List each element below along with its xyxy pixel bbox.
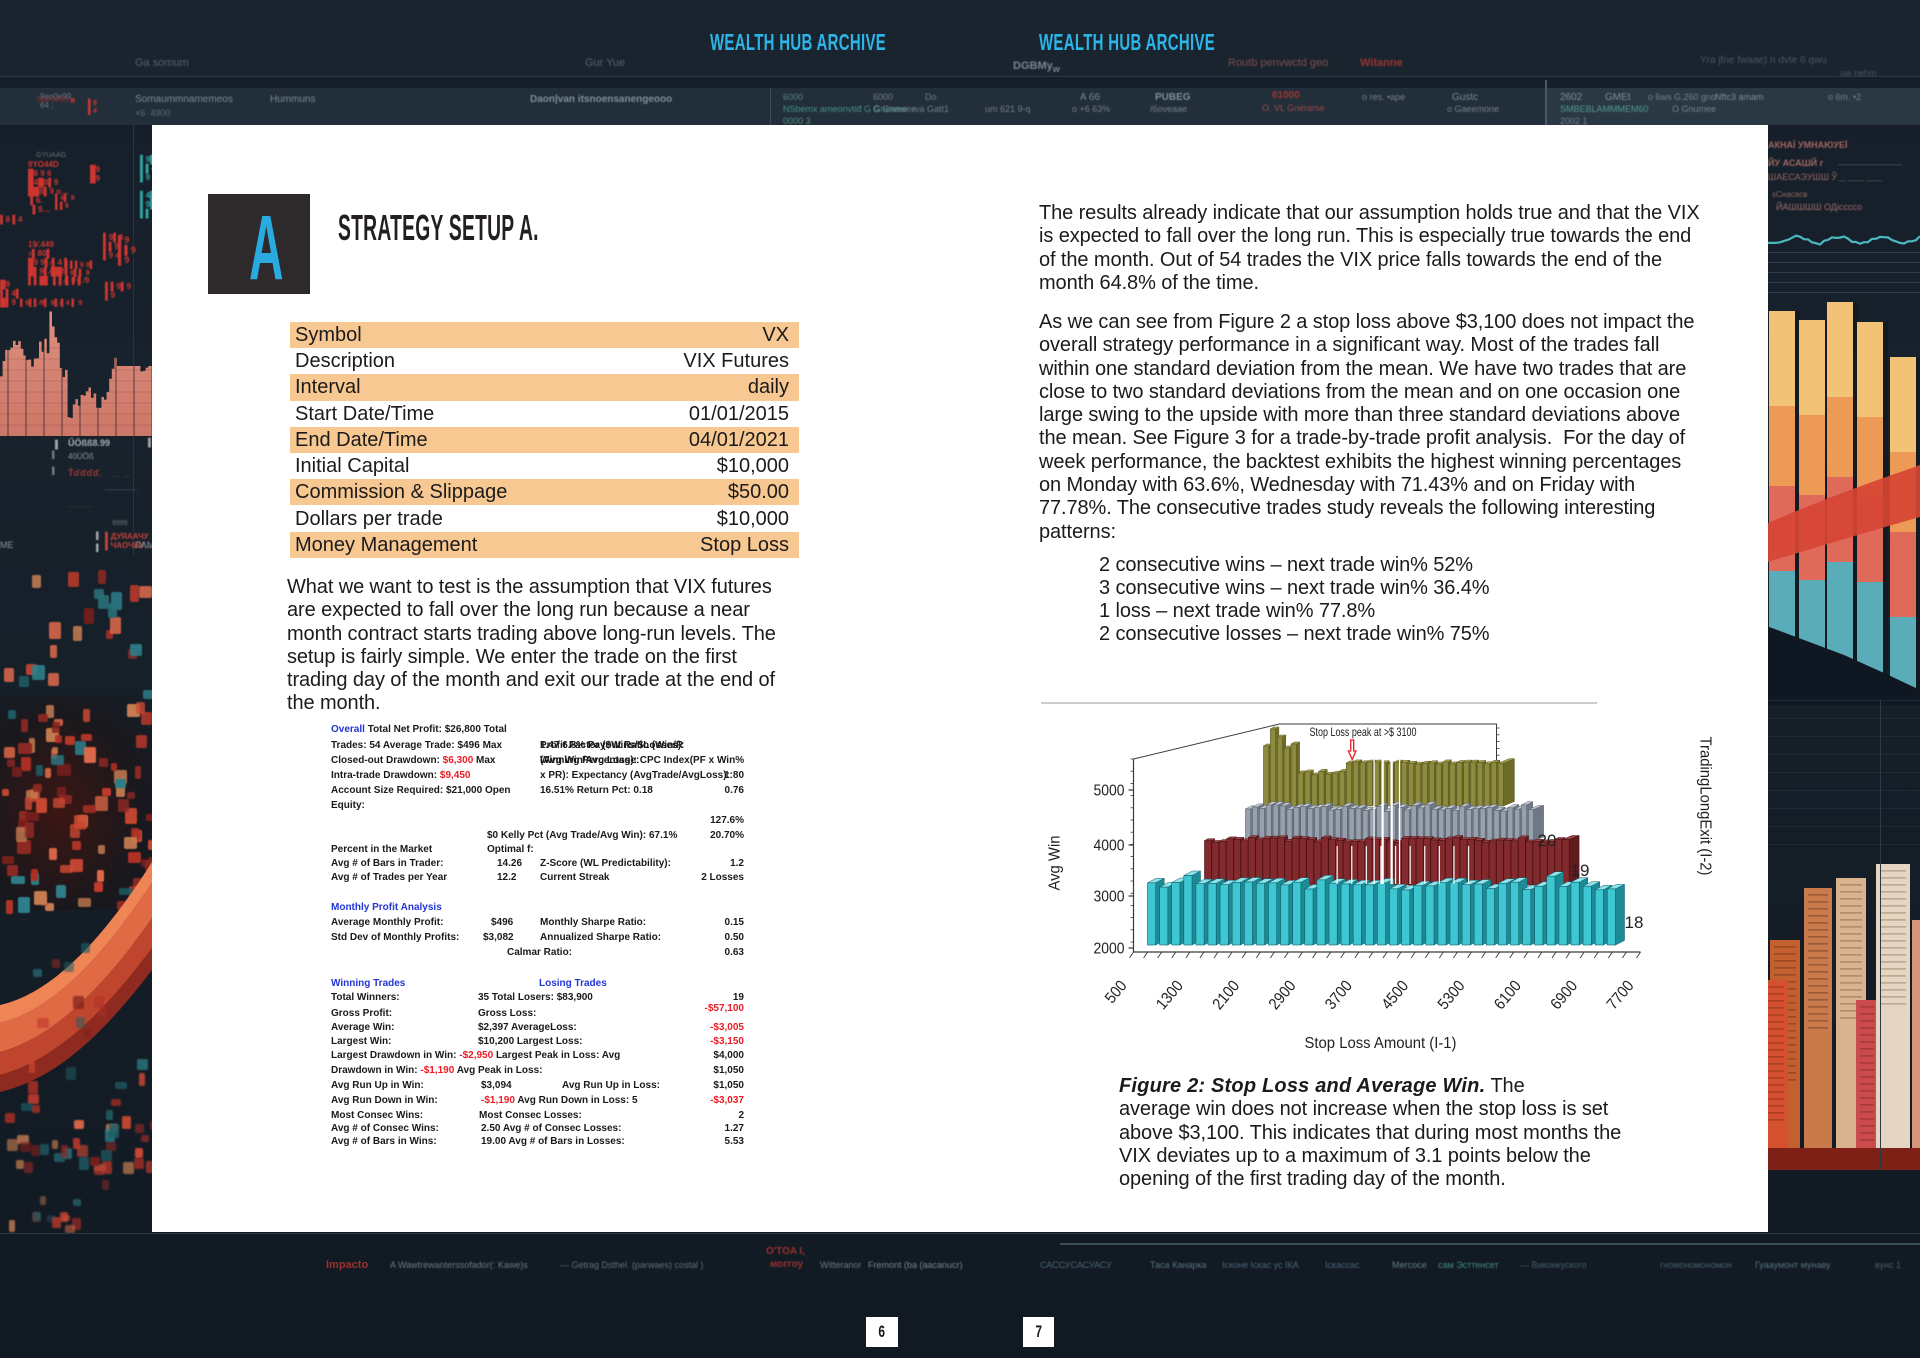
svg-text:7700: 7700 [1604, 978, 1638, 1014]
svg-text:1300: 1300 [1153, 978, 1187, 1014]
svg-text:TradingLongExit (I-2): TradingLongExit (I-2) [1697, 737, 1714, 876]
svg-text:5000: 5000 [1094, 783, 1125, 800]
svg-text:4000: 4000 [1094, 838, 1125, 855]
svg-text:6900: 6900 [1548, 978, 1582, 1014]
svg-text:4500: 4500 [1379, 978, 1413, 1014]
svg-text:Avg Win: Avg Win [1047, 836, 1064, 891]
svg-text:2100: 2100 [1210, 978, 1244, 1014]
svg-text:5300: 5300 [1435, 978, 1469, 1014]
svg-text:Stop Loss peak at >$ 3100: Stop Loss peak at >$ 3100 [1310, 725, 1417, 739]
svg-text:3000: 3000 [1094, 889, 1125, 906]
svg-text:6100: 6100 [1491, 978, 1525, 1014]
svg-text:18: 18 [1625, 913, 1644, 932]
svg-text:500: 500 [1102, 978, 1131, 1007]
svg-text:2000: 2000 [1094, 941, 1125, 958]
svg-text:Stop Loss Amount (I-1): Stop Loss Amount (I-1) [1305, 1035, 1457, 1052]
svg-text:2900: 2900 [1266, 978, 1300, 1014]
svg-text:20: 20 [1538, 831, 1557, 850]
svg-text:3700: 3700 [1322, 978, 1356, 1014]
svg-text:19: 19 [1571, 861, 1590, 880]
